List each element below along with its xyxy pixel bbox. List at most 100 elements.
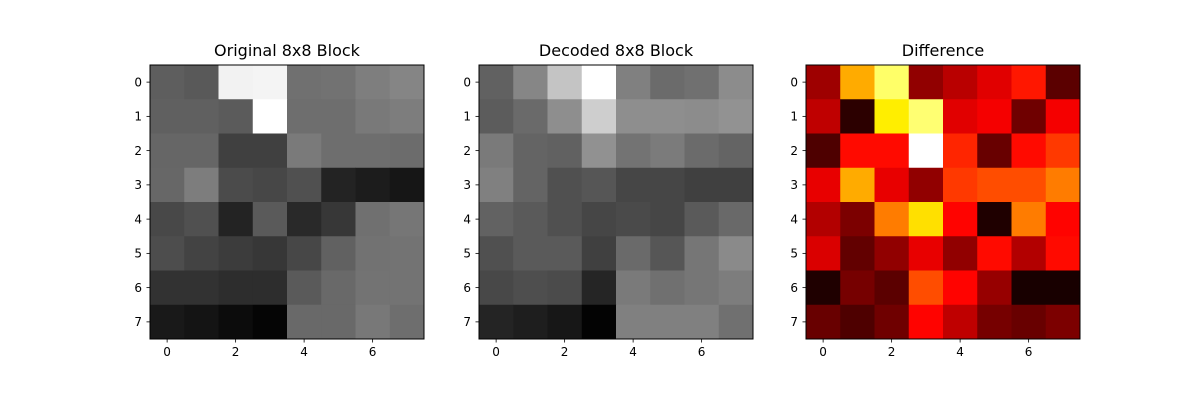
heatmap-cell <box>874 99 910 134</box>
heatmap-cell <box>287 65 322 100</box>
heatmap-cell <box>218 99 254 134</box>
y-tick-label: 2 <box>134 144 142 158</box>
heatmap-cell <box>943 167 978 203</box>
heatmap-cell <box>547 65 583 100</box>
y-tick-label: 7 <box>463 315 471 329</box>
panel-original: Original 8x8 Block 0 2 4 6 0 1 2 3 4 5 6 7 <box>134 41 425 359</box>
heatmap-cell <box>908 99 944 134</box>
heatmap-cell <box>389 65 425 100</box>
heatmap-cell <box>1045 167 1081 203</box>
panel-decoded: Decoded 8x8 Block 0 2 4 6 0 1 2 3 4 5 6 7 <box>463 41 754 359</box>
heatmap-cell <box>977 167 1012 203</box>
x-tick-label: 2 <box>888 345 896 359</box>
heatmap-cell <box>513 270 548 306</box>
heatmap-cell <box>184 99 219 134</box>
heatmap-cell <box>874 236 910 271</box>
heatmap-cell <box>355 270 391 306</box>
heatmap-cell <box>806 236 841 271</box>
heatmap-cell <box>479 133 514 169</box>
heatmap-cell <box>840 202 875 237</box>
heatmap-cell <box>252 99 288 134</box>
heatmap-cell <box>806 133 841 169</box>
heatmap-cell <box>581 270 617 306</box>
heatmap-cell <box>616 133 651 169</box>
heatmap-cell <box>977 202 1012 237</box>
heatmap-cell <box>184 65 219 100</box>
heatmap-cell <box>977 65 1012 100</box>
heatmap-cell <box>1011 133 1047 169</box>
heatmap-cell <box>684 304 720 340</box>
heatmap-cell <box>150 270 185 306</box>
heatmap-cell <box>943 304 978 340</box>
y-tick-label: 3 <box>463 178 471 192</box>
heatmap-cell <box>252 65 288 100</box>
heatmap-cell <box>479 167 514 203</box>
heatmap-cell <box>321 270 356 306</box>
heatmap-cell <box>389 202 425 237</box>
heatmap-cell <box>547 236 583 271</box>
x-tick-label: 2 <box>561 345 569 359</box>
heatmap-cell <box>806 270 841 306</box>
y-tick-label: 1 <box>134 110 142 124</box>
heatmap-cell <box>977 133 1012 169</box>
heatmap-cell <box>150 65 185 100</box>
heatmap-cell <box>718 270 754 306</box>
heatmap-cell <box>650 202 685 237</box>
heatmap-cell <box>513 167 548 203</box>
heatmap-cell <box>547 167 583 203</box>
heatmap-cell <box>581 133 617 169</box>
heatmap-cell <box>1045 236 1081 271</box>
heatmap-cell <box>355 133 391 169</box>
heatmap-cell <box>943 99 978 134</box>
heatmap-cell <box>287 304 322 340</box>
heatmap-cell <box>355 65 391 100</box>
heatmap-cell <box>806 304 841 340</box>
heatmap-cell <box>874 270 910 306</box>
heatmap-cell <box>908 133 944 169</box>
heatmap-cell <box>650 167 685 203</box>
heatmap-cell <box>908 270 944 306</box>
x-tick-label: 4 <box>629 345 637 359</box>
y-tick-label: 2 <box>463 144 471 158</box>
x-tick-label: 6 <box>1025 345 1033 359</box>
heatmap-cell <box>1011 99 1047 134</box>
heatmap-cell <box>321 304 356 340</box>
heatmap-cell <box>616 65 651 100</box>
y-tick-label: 0 <box>463 75 471 89</box>
heatmap-cell <box>616 99 651 134</box>
y-tick-label: 2 <box>790 144 798 158</box>
heatmap-cell <box>252 270 288 306</box>
heatmap-cell <box>684 167 720 203</box>
heatmap-cell <box>1011 236 1047 271</box>
heatmap-cell <box>479 202 514 237</box>
heatmap-cell <box>513 133 548 169</box>
heatmap-cell <box>718 304 754 340</box>
heatmap-cell <box>150 99 185 134</box>
heatmap-cell <box>616 236 651 271</box>
heatmap-cell <box>650 304 685 340</box>
heatmap-cell <box>150 167 185 203</box>
heatmap-cell <box>908 167 944 203</box>
heatmap-cell <box>840 133 875 169</box>
heatmap-cell <box>355 304 391 340</box>
heatmap-cell <box>1045 65 1081 100</box>
heatmap-cell <box>1011 65 1047 100</box>
heatmap-cell <box>513 65 548 100</box>
heatmap-cell <box>650 99 685 134</box>
heatmap-cell <box>943 202 978 237</box>
heatmap-cell <box>581 202 617 237</box>
x-tick-label: 0 <box>819 345 827 359</box>
heatmap-cell <box>977 99 1012 134</box>
y-tick-label: 5 <box>134 247 142 261</box>
heatmap-cell <box>977 270 1012 306</box>
heatmap-cell <box>184 236 219 271</box>
heatmap-cell <box>718 167 754 203</box>
heatmap-cell <box>389 133 425 169</box>
x-tick-label: 4 <box>956 345 964 359</box>
heatmap-cell <box>355 236 391 271</box>
heatmap-cell <box>718 133 754 169</box>
heatmap-cell <box>874 167 910 203</box>
heatmap-cell <box>840 167 875 203</box>
heatmap-cell <box>184 304 219 340</box>
heatmap-cell <box>321 236 356 271</box>
